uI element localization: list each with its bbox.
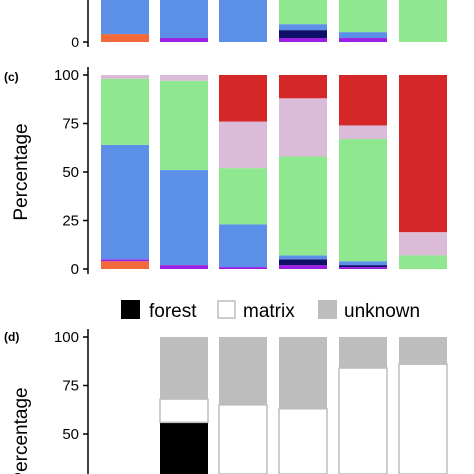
bar-segment-c-1-pink bbox=[101, 75, 149, 79]
y-tick-label-c-0: 0 bbox=[71, 261, 79, 278]
legend-label-unknown: unknown bbox=[344, 301, 420, 322]
legend-label-forest: forest bbox=[149, 301, 197, 322]
bar-segment-c-2-green bbox=[160, 80, 208, 171]
y-tick-label-b-0: 0 bbox=[71, 34, 79, 50]
bar-segment-b-4-blue bbox=[279, 24, 327, 31]
panel-d: 50 75 100 bbox=[54, 329, 448, 474]
bar-segment-d-2-white bbox=[159, 398, 209, 424]
bar-segment-c-4-purple bbox=[279, 265, 327, 269]
bar-segment-c-4-blue bbox=[279, 255, 327, 260]
panel-d-legend: forest matrix unknown bbox=[121, 300, 420, 322]
bar-segment-c-3-blue bbox=[219, 224, 267, 268]
bar-segment-c-4-red bbox=[279, 75, 327, 99]
bar-segment-d-6-white bbox=[398, 363, 448, 474]
bar-segment-c-2-pink bbox=[160, 75, 208, 81]
bar-segment-c-5-purple bbox=[339, 267, 387, 269]
bar-segment-b-2-blue bbox=[160, 0, 208, 39]
bar-segment-c-5-green bbox=[339, 139, 387, 262]
bar-segment-b-5-purple bbox=[339, 38, 387, 42]
bar-segment-c-1-blue bbox=[101, 144, 149, 260]
bar-segment-c-3-pink bbox=[219, 121, 267, 169]
bar-segment-d-5-white bbox=[338, 367, 388, 474]
bar-segment-b-4-navy bbox=[279, 30, 327, 39]
bar-segment-c-4-pink bbox=[279, 98, 327, 157]
bar-segment-c-3-green bbox=[219, 168, 267, 225]
legend-swatch-unknown bbox=[318, 300, 337, 319]
bar-segment-d-2-black bbox=[160, 422, 208, 474]
bar-segment-d-3-white bbox=[218, 404, 268, 474]
panel-d-y-axis-label: Percentage bbox=[11, 387, 32, 474]
bar-segment-c-4-green bbox=[279, 156, 327, 256]
bar-segment-c-3-red bbox=[219, 75, 267, 122]
bar-segment-c-4-navy bbox=[279, 259, 327, 266]
panel-d-label: (d) bbox=[4, 330, 19, 344]
bar-segment-c-5-red bbox=[339, 75, 387, 126]
y-tick-label-c-25: 25 bbox=[62, 213, 79, 230]
bar-segment-c-2-purple bbox=[160, 265, 208, 269]
bar-segment-b-4-purple bbox=[279, 38, 327, 42]
y-tick-label-d-100: 100 bbox=[54, 329, 79, 346]
bar-segment-b-1-blue bbox=[101, 0, 149, 35]
bar-segment-c-1-green bbox=[101, 78, 149, 145]
bar-segment-c-2-blue bbox=[160, 170, 208, 266]
bar-segment-d-3-grey bbox=[219, 337, 267, 405]
bar-segment-b-1-orange bbox=[101, 34, 149, 42]
bar-segment-c-3-purple bbox=[219, 267, 267, 269]
bar-segment-b-2-purple bbox=[160, 38, 208, 42]
bar-segment-b-5-blue bbox=[339, 32, 387, 39]
bar-segment-b-3-blue bbox=[219, 0, 267, 42]
legend-swatch-matrix bbox=[217, 300, 236, 319]
panel-c-label: (c) bbox=[4, 70, 19, 84]
bar-segment-c-1-orange bbox=[101, 261, 149, 269]
bar-segment-c-5-blue bbox=[339, 261, 387, 266]
bar-segment-d-2-grey bbox=[160, 337, 208, 400]
bar-segment-c-1-purple bbox=[101, 259, 149, 262]
panel-c: 0 25 50 75 100 bbox=[54, 67, 447, 278]
y-tick-label-b-25: 25 bbox=[63, 0, 79, 1]
legend-swatch-forest bbox=[121, 300, 140, 319]
y-tick-label-c-75: 75 bbox=[62, 116, 79, 133]
y-tick-label-d-75: 75 bbox=[62, 378, 79, 395]
bar-segment-d-6-grey bbox=[399, 337, 447, 365]
bar-segment-d-4-grey bbox=[279, 337, 327, 409]
bar-segment-c-6-pink bbox=[399, 232, 447, 256]
y-tick-label-c-50: 50 bbox=[62, 164, 79, 181]
panel-c-y-axis-label: Percentage bbox=[11, 123, 32, 220]
bar-segment-c-5-navy bbox=[339, 265, 387, 268]
bar-segment-b-6-green bbox=[399, 0, 447, 42]
bar-segment-b-4-green bbox=[279, 0, 327, 25]
bar-segment-c-5-pink bbox=[339, 125, 387, 140]
bar-segment-d-5-grey bbox=[339, 337, 387, 369]
bar-segment-b-5-green bbox=[339, 0, 387, 33]
bar-segment-d-4-white bbox=[278, 408, 328, 474]
y-tick-label-c-100: 100 bbox=[54, 67, 79, 84]
bar-segment-c-6-red bbox=[399, 75, 447, 233]
legend-label-matrix: matrix bbox=[243, 301, 295, 322]
y-tick-label-d-50: 50 bbox=[62, 426, 79, 443]
bar-segment-c-6-green bbox=[399, 255, 447, 269]
panel-b: 0 25 bbox=[63, 0, 447, 50]
